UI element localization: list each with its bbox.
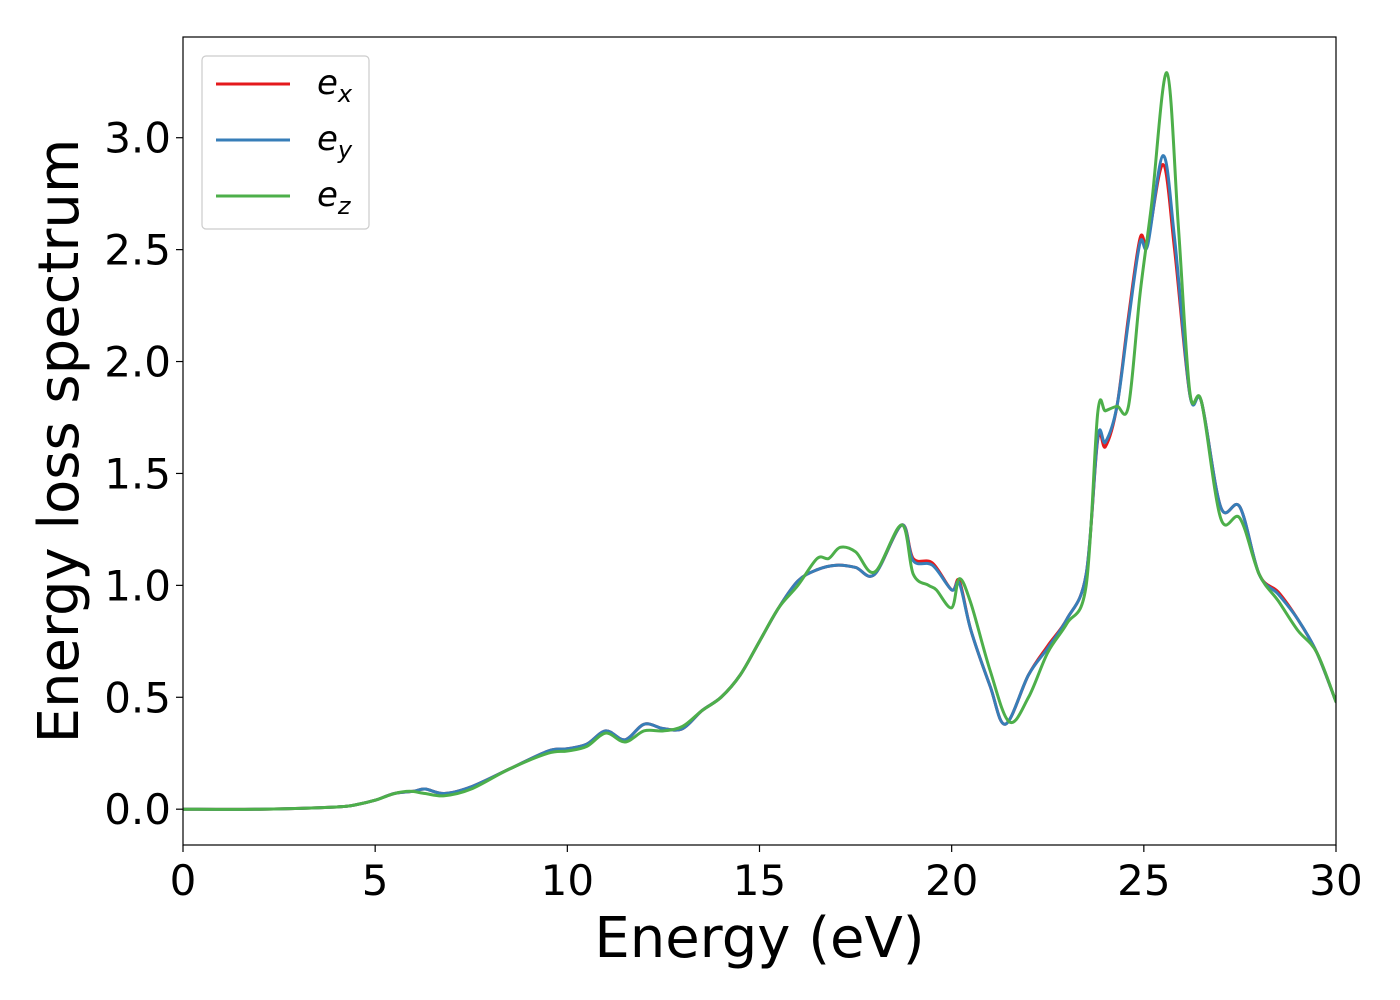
legend-label-y: ey	[317, 119, 353, 164]
legend-label-x: ex	[317, 63, 353, 108]
y-tick-label: 3.0	[104, 114, 171, 163]
y-axis: 0.0 0.5 1.0 1.5 2.0 2.5 3.0	[104, 114, 183, 834]
x-axis: 0 5 10 15 20 25 30	[170, 845, 1363, 905]
series-line-y	[183, 154, 1336, 811]
x-tick-label: 25	[1117, 856, 1170, 905]
y-axis-label: Energy loss spectrum	[27, 139, 92, 744]
x-tick-label: 5	[362, 856, 389, 905]
y-tick-label: 2.0	[104, 338, 171, 387]
series-line-z	[183, 71, 1336, 811]
x-axis-label: Energy (eV)	[594, 906, 924, 971]
series-layer	[183, 71, 1336, 811]
y-tick-label: 1.0	[104, 561, 171, 610]
y-tick-label: 2.5	[104, 226, 171, 275]
series-line-x	[183, 163, 1336, 811]
y-tick-label: 0.0	[104, 785, 171, 834]
x-tick-label: 15	[733, 856, 786, 905]
x-tick-label: 0	[170, 856, 197, 905]
legend-box	[201, 55, 370, 230]
y-tick-label: 0.5	[104, 673, 171, 722]
x-tick-label: 30	[1309, 856, 1362, 905]
y-tick-label: 1.5	[104, 449, 171, 498]
x-tick-label: 20	[925, 856, 978, 905]
legend: ex ey ez	[201, 55, 370, 230]
legend-label-z: ez	[317, 175, 352, 220]
x-tick-label: 10	[541, 856, 594, 905]
